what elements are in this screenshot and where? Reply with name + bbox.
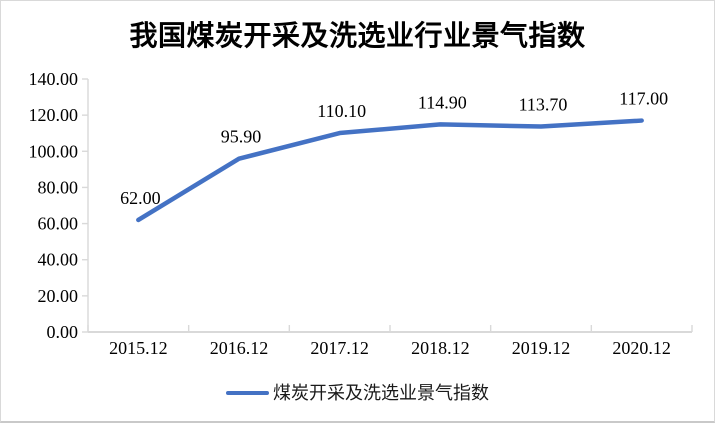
data-label: 110.10	[317, 101, 366, 121]
x-axis-tick-label: 2017.12	[310, 338, 369, 358]
x-axis-tick-label: 2015.12	[109, 338, 168, 358]
x-axis-tick-label: 2020.12	[612, 338, 671, 358]
x-axis-tick-label: 2019.12	[512, 338, 571, 358]
y-axis-tick-label: 60.00	[38, 214, 79, 234]
y-axis-tick-label: 120.00	[29, 105, 79, 125]
x-axis-tick-label: 2018.12	[411, 338, 470, 358]
y-axis-tick-label: 140.00	[29, 69, 79, 89]
legend-line-swatch	[226, 391, 269, 395]
legend-series-label: 煤炭开采及洗选业景气指数	[273, 383, 489, 403]
data-label: 62.00	[120, 188, 161, 208]
y-axis-tick-label: 100.00	[29, 141, 79, 161]
data-label: 113.70	[519, 95, 568, 115]
y-axis-tick-label: 80.00	[38, 177, 79, 197]
plot-area: 0.00 20.00 40.00 60.00 80.00 100.00 120.00 140.…	[29, 69, 693, 358]
y-axis-tick-label: 0.00	[47, 322, 79, 342]
data-label: 114.90	[418, 92, 467, 112]
data-label: 117.00	[619, 89, 668, 109]
chart-title: 我国煤炭开采及洗选业行业景气指数	[129, 21, 586, 52]
y-axis-tick-label: 20.00	[38, 286, 79, 306]
y-axis-tick-label: 40.00	[38, 250, 79, 270]
data-label: 95.90	[221, 127, 262, 147]
series-line	[136, 118, 644, 223]
legend: 煤炭开采及洗选业景气指数	[1, 384, 714, 402]
x-axis-tick-label: 2016.12	[210, 338, 269, 358]
